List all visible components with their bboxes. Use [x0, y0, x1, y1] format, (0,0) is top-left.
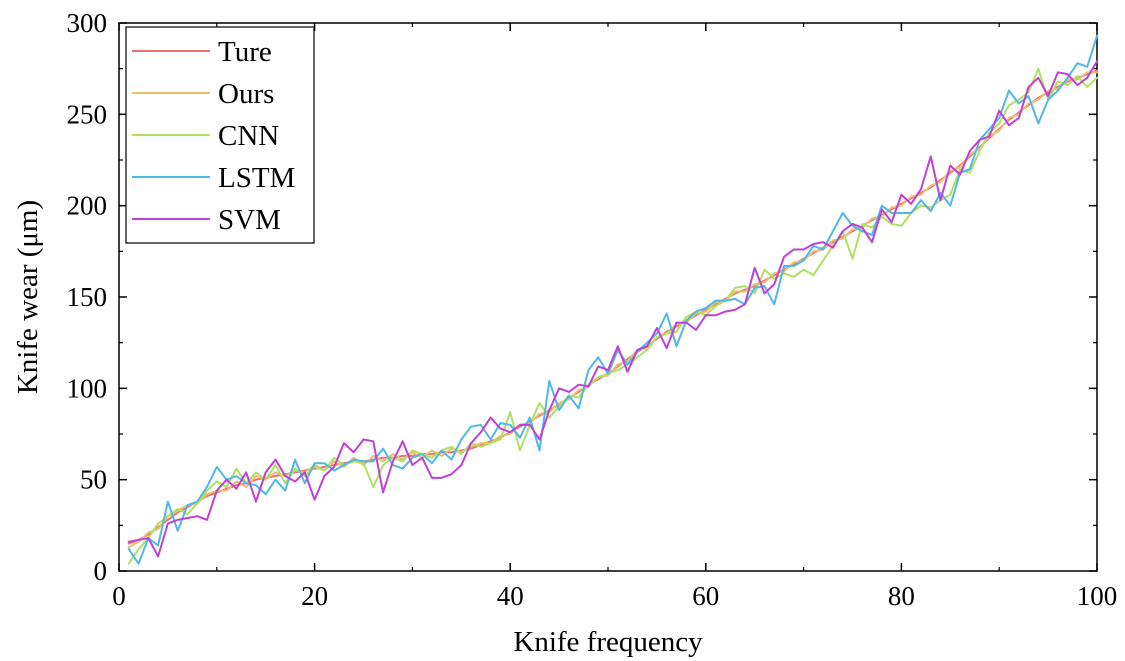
y-tick-label: 200 — [67, 191, 108, 221]
y-tick-label: 250 — [67, 99, 108, 129]
series-line-lstm — [127, 34, 1098, 565]
x-tick-label: 0 — [112, 581, 126, 611]
legend: Ture Ours CNN LSTM SVM — [125, 26, 315, 244]
legend-label: Ours — [218, 78, 274, 110]
legend-label: CNN — [218, 120, 279, 152]
x-axis-title: Knife frequency — [513, 626, 703, 658]
y-tick-label: 0 — [94, 556, 108, 586]
series-line-svm — [127, 60, 1098, 558]
axis-ticks — [118, 22, 1098, 572]
x-tick-label: 40 — [497, 581, 524, 611]
tick-labels: 0 20 40 60 80 100 0 50 100 150 200 250 300 — [67, 8, 1118, 611]
x-tick-label: 20 — [301, 581, 328, 611]
legend-label: Ture — [218, 36, 272, 68]
y-tick-label: 150 — [67, 282, 108, 312]
x-tick-label: 60 — [692, 581, 719, 611]
x-tick-label: 80 — [888, 581, 915, 611]
x-tick-label: 100 — [1077, 581, 1118, 611]
legend-label: LSTM — [218, 162, 295, 194]
y-tick-label: 100 — [67, 373, 108, 403]
series-lines — [127, 34, 1098, 565]
y-tick-label: 50 — [80, 465, 107, 495]
legend-label: SVM — [218, 204, 281, 236]
y-tick-label: 300 — [67, 8, 108, 38]
y-axis-title: Knife wear (μm) — [12, 200, 44, 394]
